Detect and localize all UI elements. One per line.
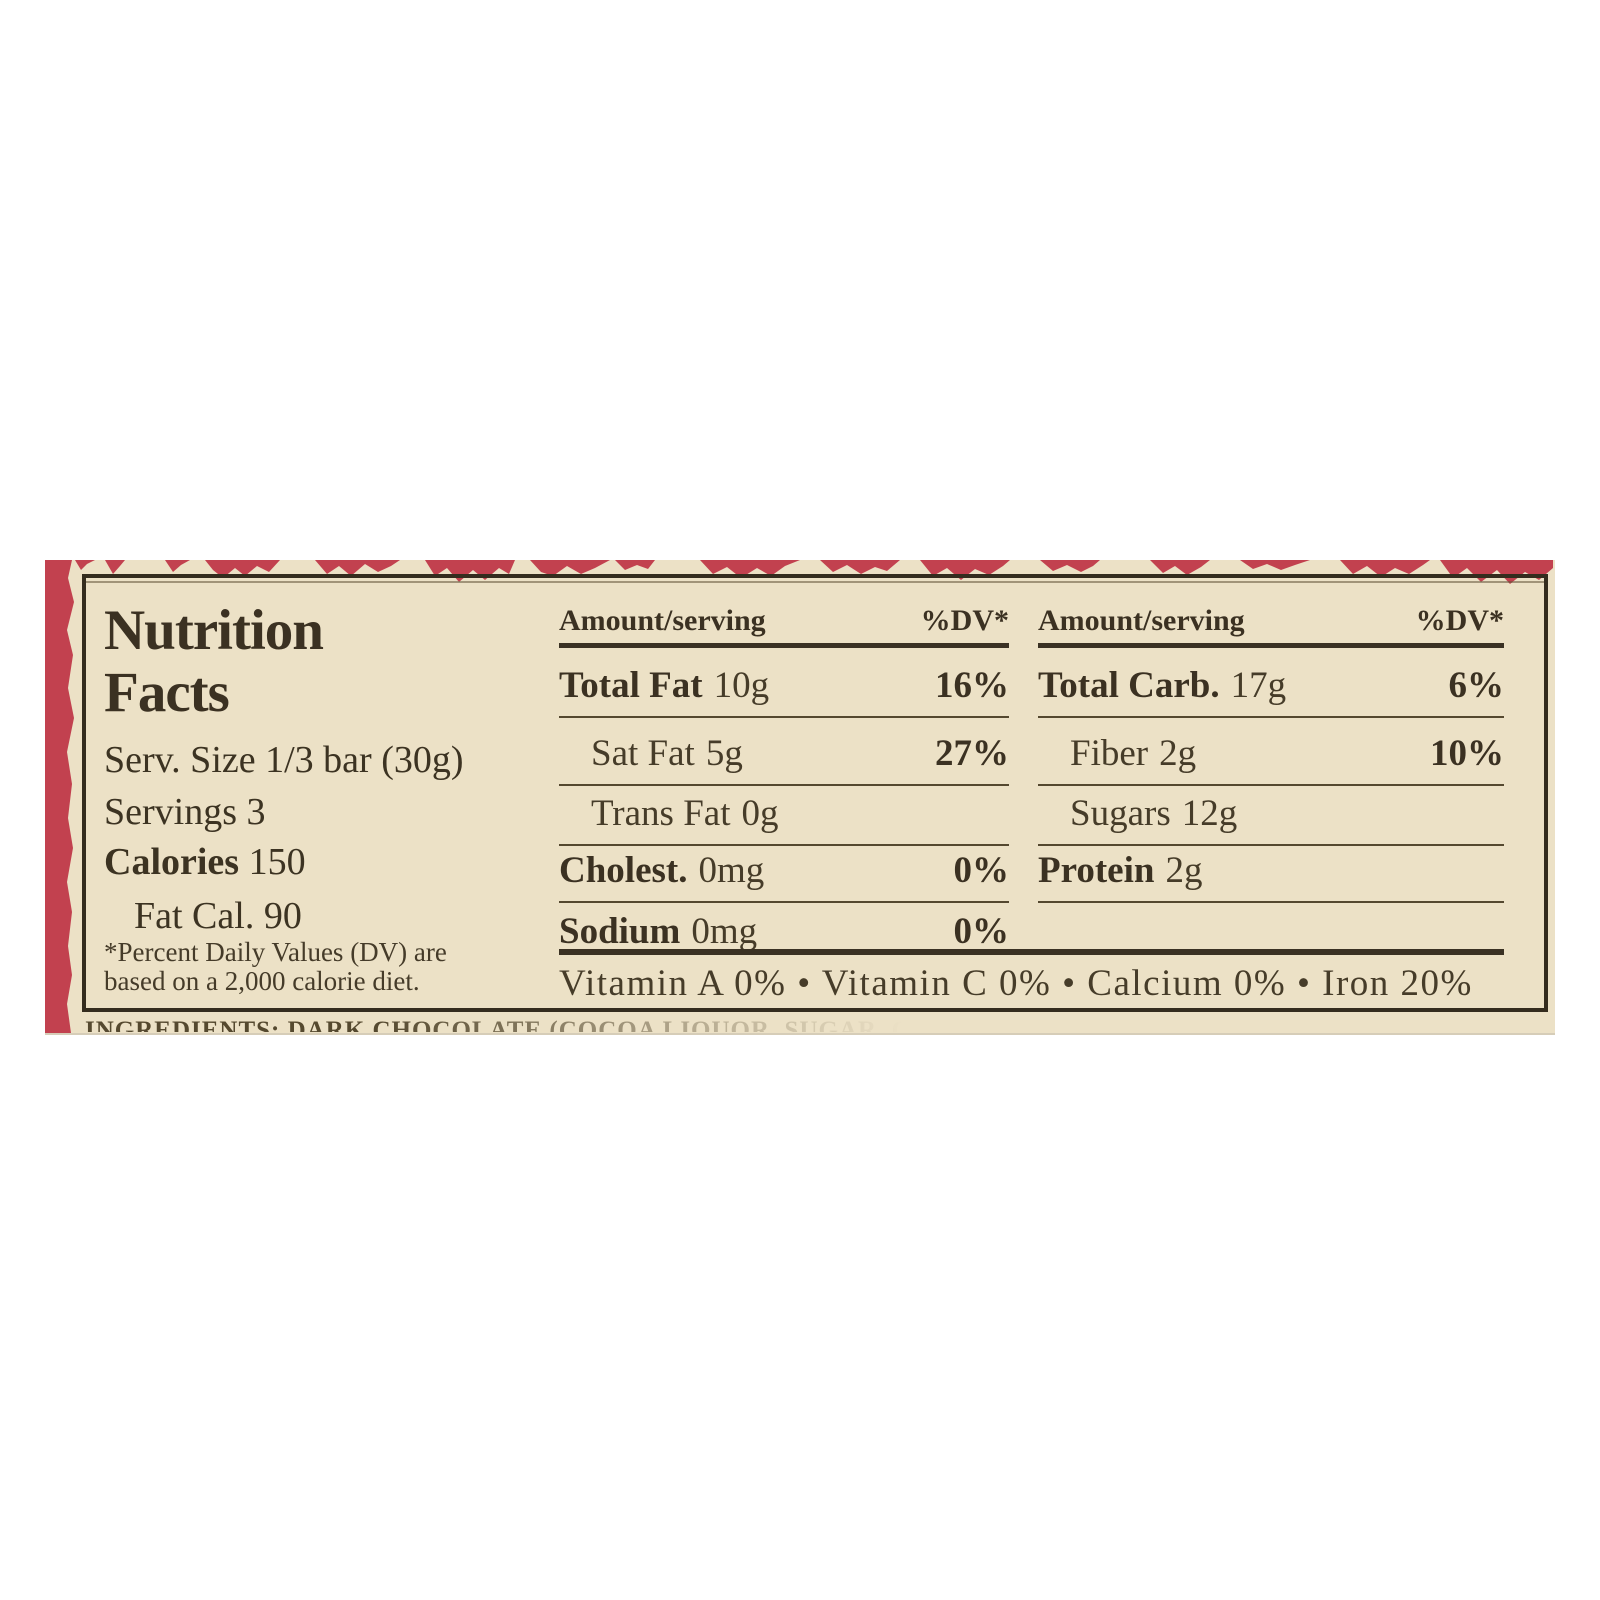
nutrition-facts-title: Nutrition Facts <box>104 599 324 724</box>
vitamins-row: Vitamin A 0% • Vitamin C 0% • Calcium 0%… <box>559 949 1504 1008</box>
nutrition-label-band: Nutrition Facts Serv. Size 1/3 bar (30g)… <box>45 560 1555 1035</box>
header-percent-dv: %DV* <box>1415 604 1504 637</box>
ingredients-fade-overlay <box>85 1017 1547 1032</box>
left-column: Nutrition Facts Serv. Size 1/3 bar (30g)… <box>104 578 549 1008</box>
carb-column-header: Amount/serving %DV* <box>1038 578 1504 648</box>
row-cholesterol: Cholest. 0mg 0% <box>559 846 1009 903</box>
servings-line: Servings 3 <box>104 791 266 833</box>
fat-column: Amount/serving %DV* Total Fat 10g 16% Sat… <box>559 578 1009 1008</box>
title-line1: Nutrition <box>104 599 324 662</box>
frame-inner-line <box>86 581 1544 583</box>
torn-red-top-edge <box>75 560 1553 584</box>
footnote-line2: based on a 2,000 calorie diet. <box>104 966 420 996</box>
title-line2: Facts <box>104 661 230 724</box>
header-amount-serving: Amount/serving <box>1038 604 1245 637</box>
calories-label: Calories <box>104 841 240 883</box>
row-total-fat: Total Fat 10g 16% <box>559 648 1009 718</box>
header-percent-dv: %DV* <box>920 604 1009 637</box>
fat-calories-line: Fat Cal. 90 <box>134 895 302 937</box>
footnote-line1: *Percent Daily Values (DV) are <box>104 937 447 967</box>
torn-red-left-edge <box>45 560 74 1033</box>
calories-line: Calories 150 <box>104 840 306 884</box>
carb-column: Amount/serving %DV* Total Carb. 17g 6% Fi… <box>1038 578 1504 1008</box>
row-sodium: Sodium 0mg 0% <box>559 911 1009 952</box>
serving-size-line: Serv. Size 1/3 bar (30g) <box>104 739 464 781</box>
row-fiber: Fiber 2g 10% <box>1038 718 1504 786</box>
row-sat-fat: Sat Fat 5g 27% <box>559 718 1009 786</box>
ingredients-cropped-line: INGREDIENTS: DARK CHOCOLATE (COCOA LIQUO… <box>85 1017 1547 1032</box>
fat-column-header: Amount/serving %DV* <box>559 578 1009 648</box>
header-amount-serving: Amount/serving <box>559 604 766 637</box>
row-protein: Protein 2g <box>1038 846 1504 903</box>
row-total-carb: Total Carb. 17g 6% <box>1038 648 1504 718</box>
nutrition-facts-box: Nutrition Facts Serv. Size 1/3 bar (30g)… <box>82 574 1548 1012</box>
calories-value: 150 <box>248 841 306 883</box>
daily-value-footnote: *Percent Daily Values (DV) are based on … <box>104 938 447 996</box>
row-sugars: Sugars 12g <box>1038 786 1504 846</box>
row-trans-fat: Trans Fat 0g <box>559 786 1009 846</box>
